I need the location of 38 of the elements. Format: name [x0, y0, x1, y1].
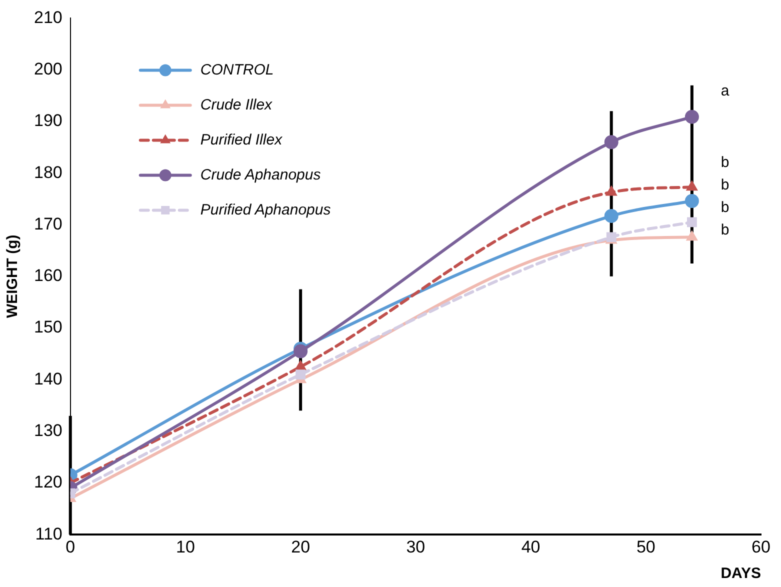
point — [604, 208, 618, 223]
y-axis-title: WEIGHT (g) — [4, 234, 22, 318]
y-tick-label: 200 — [34, 60, 62, 79]
x-tick-label: 50 — [636, 537, 656, 556]
legend-label: Purified Aphanopus — [200, 201, 332, 218]
x-tick-label: 40 — [521, 537, 540, 556]
annotation: b — [720, 198, 730, 216]
x-axis-title: DAYS — [720, 565, 761, 582]
point — [684, 110, 699, 124]
y-tick-label: 110 — [35, 524, 62, 544]
legend-label: Crude Illex — [200, 96, 273, 114]
x-tick-label: 10 — [176, 537, 195, 556]
x-tick-label: 0 — [66, 537, 76, 556]
y-tick-label: 120 — [34, 472, 62, 492]
annotation: b — [720, 176, 730, 194]
point — [686, 180, 698, 191]
legend-label: Crude Aphanopus — [200, 166, 322, 184]
y-tick-label: 210 — [34, 8, 62, 27]
annotation: a — [720, 82, 730, 100]
x-tick-label: 60 — [752, 537, 770, 556]
point — [296, 370, 306, 380]
y-tick-label: 140 — [34, 369, 62, 388]
legend-label: CONTROL — [200, 61, 274, 78]
annotation: b — [720, 221, 730, 238]
point — [684, 194, 699, 208]
y-tick-label: 180 — [34, 162, 62, 182]
y-tick-label: 170 — [34, 214, 62, 234]
point — [294, 344, 308, 358]
point — [686, 217, 697, 228]
point — [604, 135, 618, 150]
y-tick-label: 150 — [34, 318, 62, 337]
x-tick-label: 20 — [291, 537, 310, 556]
x-tick-label: 30 — [406, 537, 426, 556]
annotation: b — [720, 154, 730, 171]
y-tick-label: 190 — [34, 111, 62, 130]
y-tick-label: 130 — [34, 421, 62, 440]
legend-label: Purified Illex — [200, 131, 283, 148]
y-tick-label: 160 — [34, 266, 62, 286]
